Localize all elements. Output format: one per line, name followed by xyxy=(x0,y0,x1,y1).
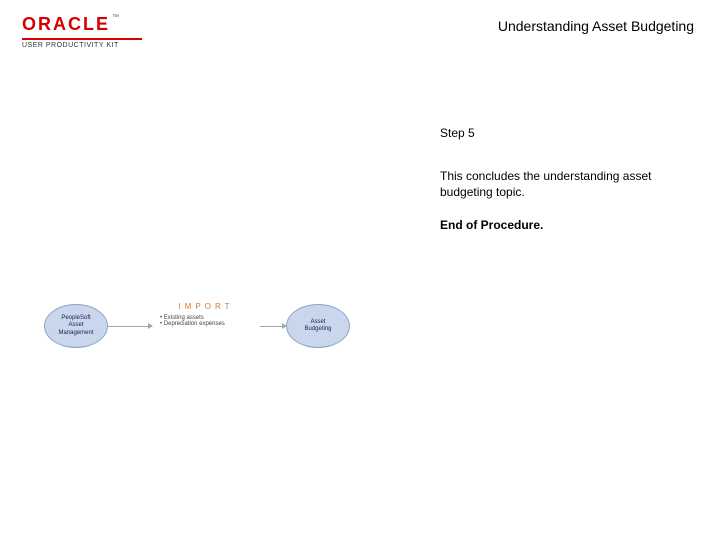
logo-text: ORACLE xyxy=(22,14,110,34)
flow-diagram: PeopleSoft Asset Management IMPORT • Exi… xyxy=(44,286,374,366)
page: ORACLE™ USER PRODUCTIVITY KIT Understand… xyxy=(0,0,720,540)
node-source-line3: Management xyxy=(58,330,93,337)
end-of-procedure-label: End of Procedure. xyxy=(440,218,543,232)
diagram-node-target: Asset Budgeting xyxy=(286,304,350,348)
node-target-line2: Budgeting xyxy=(304,326,331,333)
import-label: IMPORT xyxy=(152,302,260,311)
logo-subtitle: USER PRODUCTIVITY KIT xyxy=(22,42,142,49)
trademark-symbol: ™ xyxy=(112,14,119,21)
import-items: • Existing assets • Depreciation expense… xyxy=(152,315,260,327)
import-item-2: • Depreciation expenses xyxy=(160,321,260,327)
logo-divider xyxy=(22,38,142,40)
diagram-node-source: PeopleSoft Asset Management xyxy=(44,304,108,348)
step-label: Step 5 xyxy=(440,126,475,140)
node-source-line1: PeopleSoft xyxy=(58,315,93,322)
body-text: This concludes the understanding asset b… xyxy=(440,168,690,200)
logo-wordmark: ORACLE™ xyxy=(22,14,142,35)
node-source-line2: Asset xyxy=(58,322,93,329)
page-title: Understanding Asset Budgeting xyxy=(498,18,694,34)
node-target-line1: Asset xyxy=(304,319,331,326)
brand-logo: ORACLE™ USER PRODUCTIVITY KIT xyxy=(22,14,142,49)
diagram-center: IMPORT • Existing assets • Depreciation … xyxy=(152,302,260,327)
arrow-line-left xyxy=(108,326,152,327)
